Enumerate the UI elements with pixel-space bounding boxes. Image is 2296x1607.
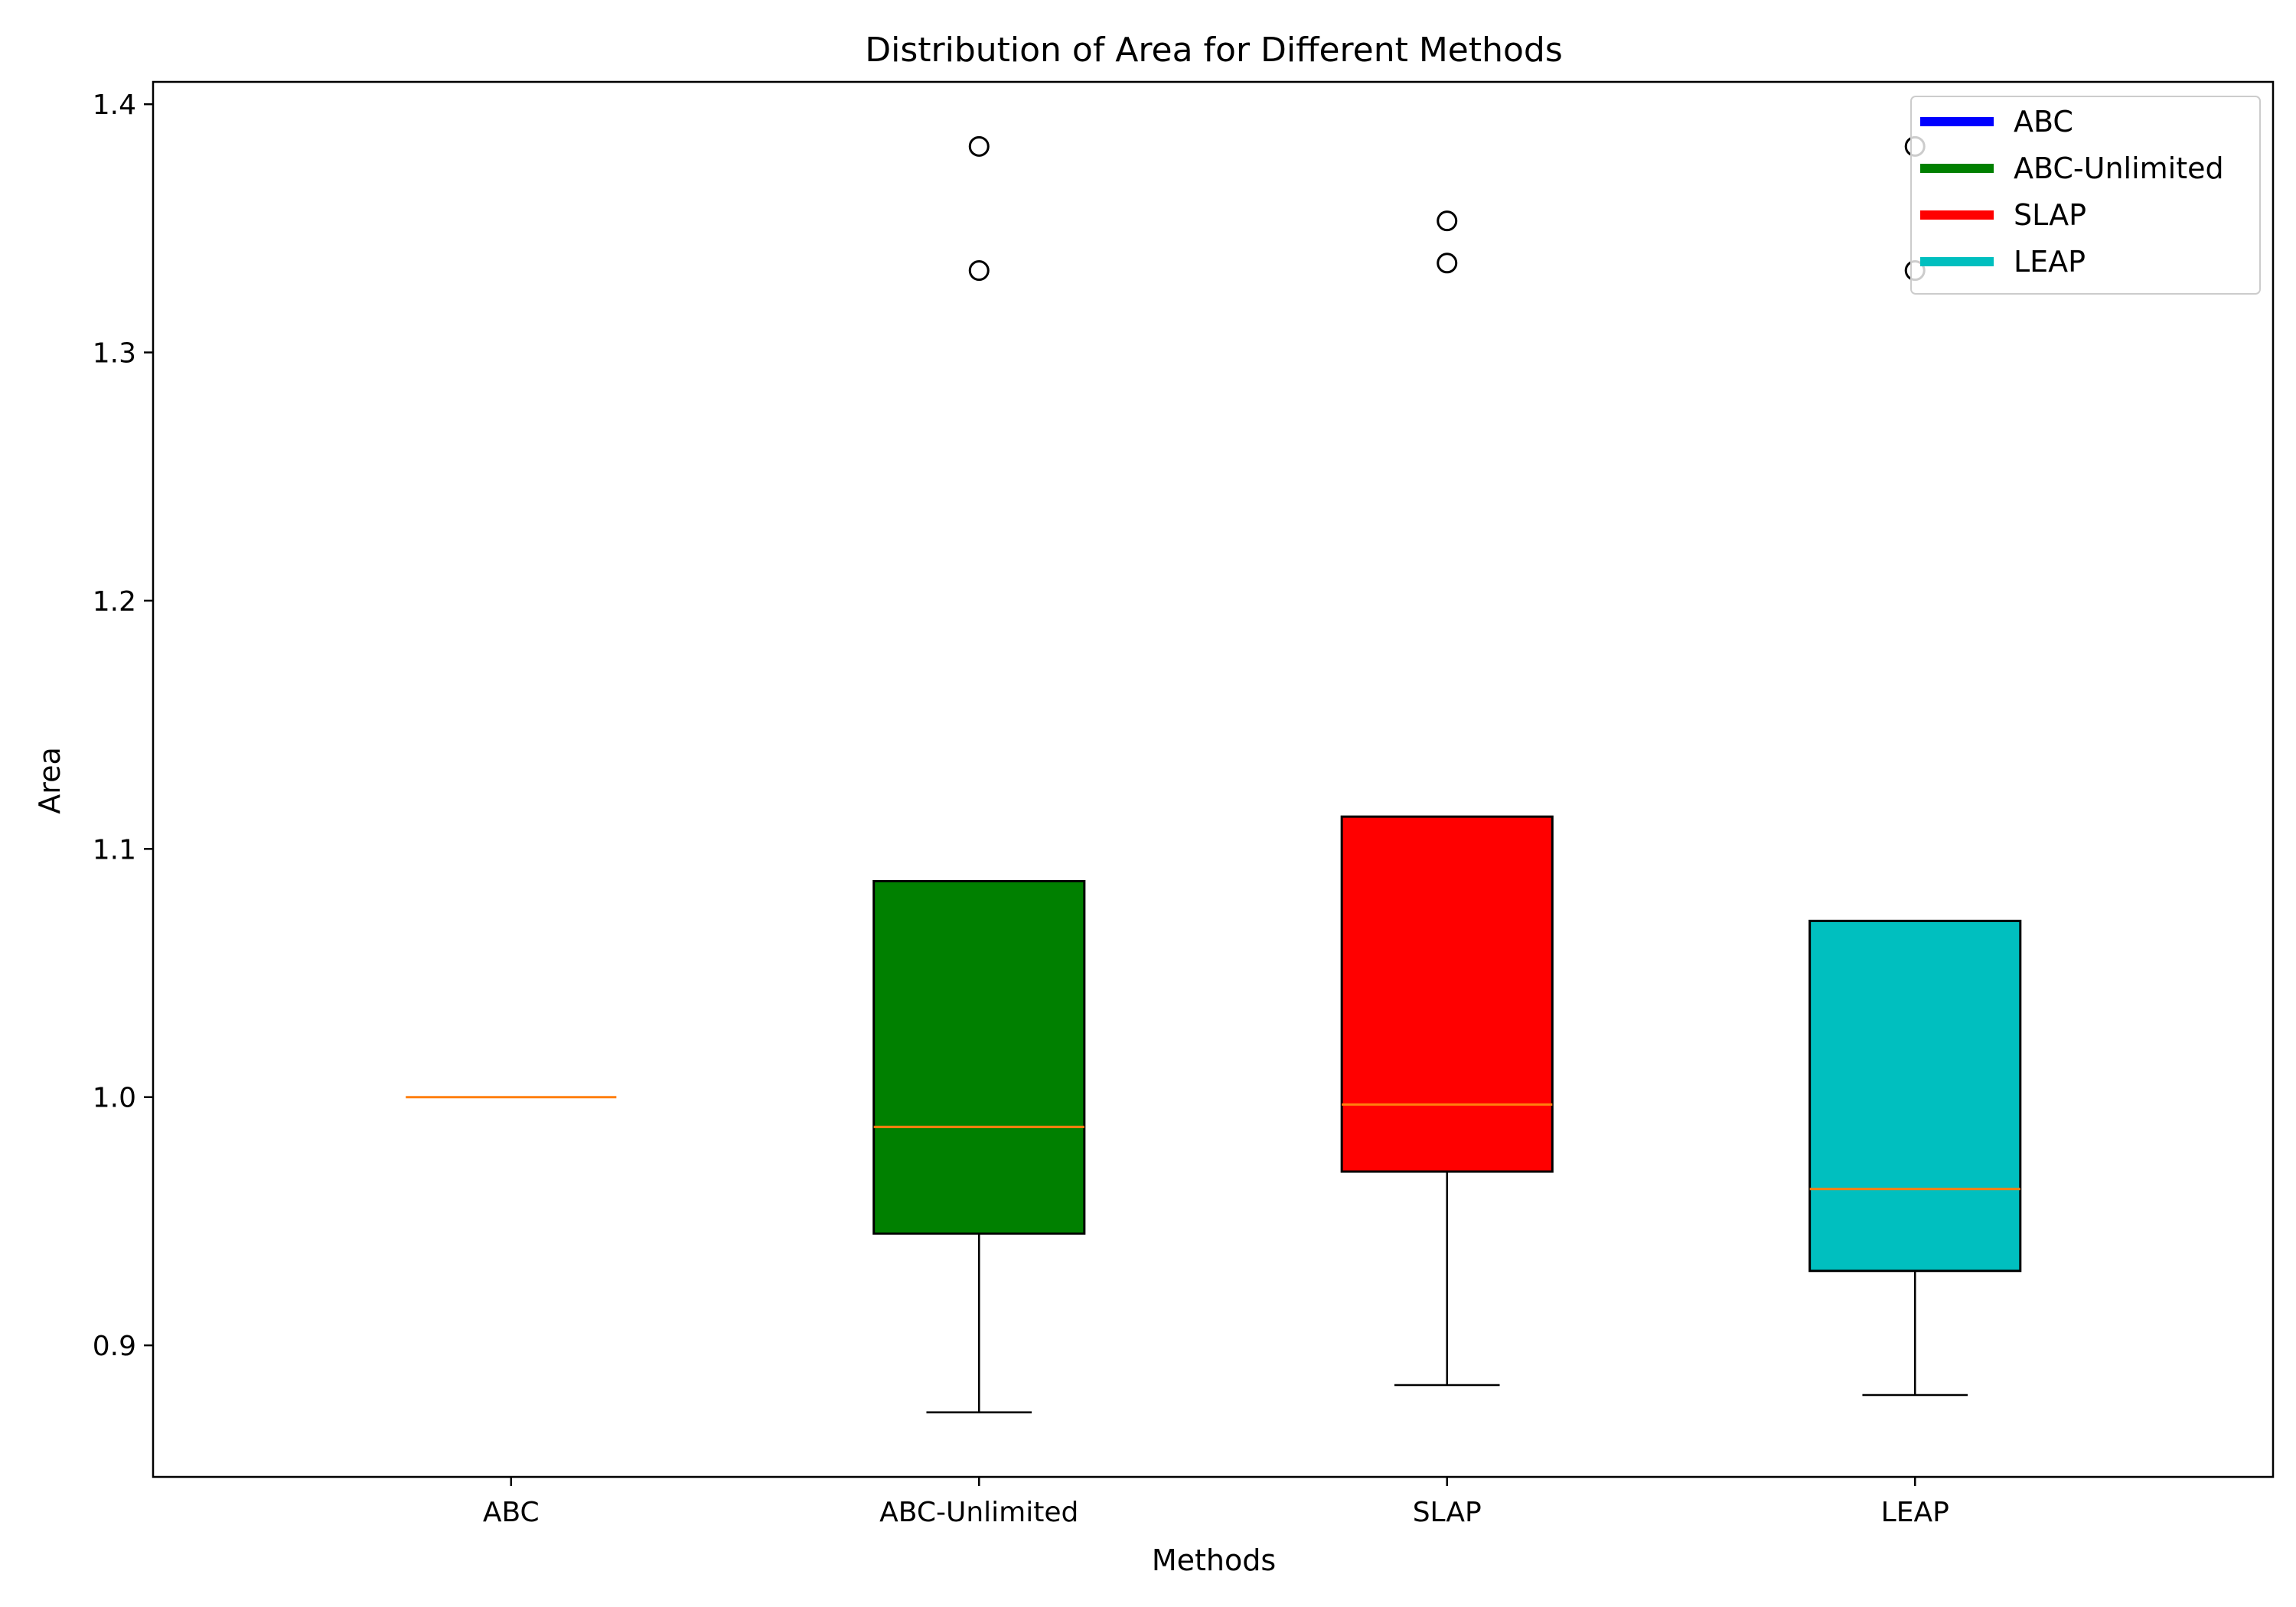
y-tick-label: 1.4	[93, 90, 136, 121]
legend: ABC ABC-Unlimited SLAP LEAP	[1910, 96, 2261, 295]
legend-box	[1910, 96, 2261, 295]
y-tick-label: 1.0	[93, 1083, 136, 1114]
legend-label: ABC	[2014, 105, 2073, 139]
chart-title: Distribution of Area for Different Metho…	[865, 31, 1563, 70]
x-axis-label: Methods	[1152, 1543, 1276, 1577]
legend-label: ABC-Unlimited	[2014, 152, 2224, 185]
x-tick-label: LEAP	[1881, 1497, 1949, 1528]
outlier-point	[968, 135, 990, 157]
outlier-point	[1437, 210, 1458, 232]
box	[1808, 919, 2022, 1273]
x-tick-label: ABC	[483, 1497, 540, 1528]
box-group-leap	[1808, 135, 2022, 1397]
box-group-abc-unlimited	[872, 135, 1086, 1413]
outlier-point	[1437, 253, 1458, 274]
x-tick-label: SLAP	[1413, 1497, 1482, 1528]
plot-area: 0.9 1.0 1.1 1.2 1.3 1.4 ABC ABC-Unlimited SLAP LE…	[93, 90, 2022, 1528]
y-tick-label: 1.2	[93, 586, 136, 618]
legend-label: SLAP	[2014, 198, 2086, 232]
legend-label: LEAP	[2014, 245, 2086, 279]
outlier-point	[968, 260, 990, 282]
y-tick-label: 0.9	[93, 1331, 136, 1362]
x-tick-label: ABC-Unlimited	[879, 1497, 1078, 1528]
y-axis-label: Area	[33, 747, 67, 813]
plot-frame	[152, 80, 2275, 1478]
box-group-slap	[1340, 210, 1554, 1387]
box	[872, 879, 1086, 1235]
y-tick-label: 1.1	[93, 834, 136, 865]
box	[1340, 815, 1554, 1173]
y-tick-label: 1.3	[93, 338, 136, 370]
